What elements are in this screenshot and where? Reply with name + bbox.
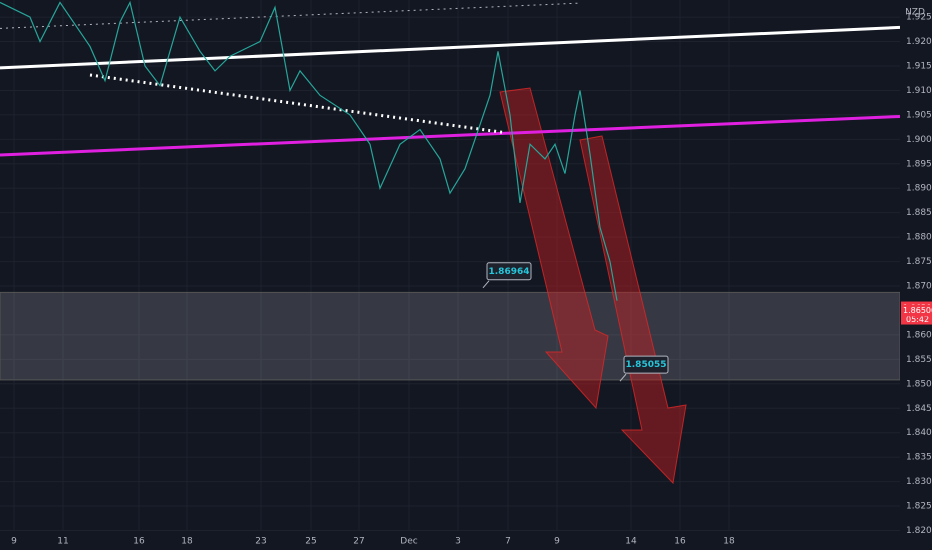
- y-tick-label: 1.82000: [906, 526, 932, 536]
- currency: NZD: [905, 8, 925, 18]
- y-tick-label: 1.90500: [906, 110, 932, 120]
- y-tick-label: 1.84500: [906, 404, 932, 414]
- callout-pointer: [619, 373, 627, 382]
- x-tick-label: 18: [723, 537, 735, 547]
- countdown: 05:42: [906, 315, 929, 324]
- trendline: [89, 73, 506, 135]
- arrow: [579, 135, 687, 485]
- axes: 1.82000 1.82500 1.83000 1.83500 1.84000 1.845…: [11, 13, 932, 547]
- zone: [0, 291, 901, 381]
- grid: [0, 0, 900, 531]
- y-tick-label: 1.86000: [906, 330, 932, 340]
- x-tick-label: 27: [353, 537, 364, 547]
- x-tick-label: 25: [305, 537, 316, 547]
- x-tick-label: Dec: [400, 537, 417, 547]
- x-tick-label: 14: [625, 537, 637, 547]
- y-tick-label: 1.82500: [906, 502, 932, 512]
- y-tick-label: 1.85000: [906, 379, 932, 389]
- callout-label: 1.85055: [626, 360, 667, 370]
- time-axis: [0, 532, 932, 550]
- callout-box: [486, 262, 532, 281]
- y-tick-label: 1.85500: [906, 355, 932, 365]
- callout-label: 1.86964: [489, 267, 530, 277]
- y-tick-label: 1.88000: [906, 233, 932, 243]
- x-tick-label: 16: [133, 537, 145, 547]
- price-axis: [900, 0, 932, 550]
- callout-pointer: [482, 280, 490, 289]
- y-tick-label: 1.83500: [906, 453, 932, 463]
- x-tick-label: 9: [554, 537, 560, 547]
- y-tick-label: 1.89000: [906, 184, 932, 194]
- x-tick-label: 7: [505, 537, 511, 547]
- y-tick-label: 1.89500: [906, 159, 932, 169]
- arrows: [499, 87, 687, 485]
- trendline: [0, 114, 901, 157]
- x-tick-label: 9: [11, 537, 17, 547]
- trendline: [0, 2, 581, 29]
- trendline: [0, 25, 901, 70]
- x-tick-label: 16: [674, 537, 686, 547]
- price-line: [0, 0, 618, 301]
- x-tick-label: 3: [455, 537, 461, 547]
- bid-price-tag: [901, 304, 932, 317]
- countdown-box: [901, 313, 932, 325]
- x-tick-label: 18: [181, 537, 193, 547]
- y-tick-label: 1.92000: [906, 37, 932, 47]
- x-tick-label: 11: [57, 537, 68, 547]
- y-tick-label: 1.88500: [906, 208, 932, 218]
- y-tick-label: 1.91500: [906, 62, 932, 72]
- arrow: [499, 87, 609, 410]
- y-tick-label: 1.83000: [906, 477, 932, 487]
- y-tick-label: 1.92500: [906, 13, 932, 23]
- y-tick-label: 1.87500: [906, 257, 932, 267]
- y-tick-label: 1.84000: [906, 428, 932, 438]
- callout-box: [623, 355, 669, 374]
- zone-layer: [0, 291, 901, 381]
- y-tick-label: 1.90000: [906, 135, 932, 145]
- plot: 1.86964 1.85055: [0, 0, 901, 382]
- bid-price-tag-label: 1.86500: [903, 306, 932, 315]
- y-tick-label: 1.87000: [906, 282, 932, 292]
- x-tick-label: 23: [255, 537, 266, 547]
- y-tick-label: 1.91000: [906, 86, 932, 96]
